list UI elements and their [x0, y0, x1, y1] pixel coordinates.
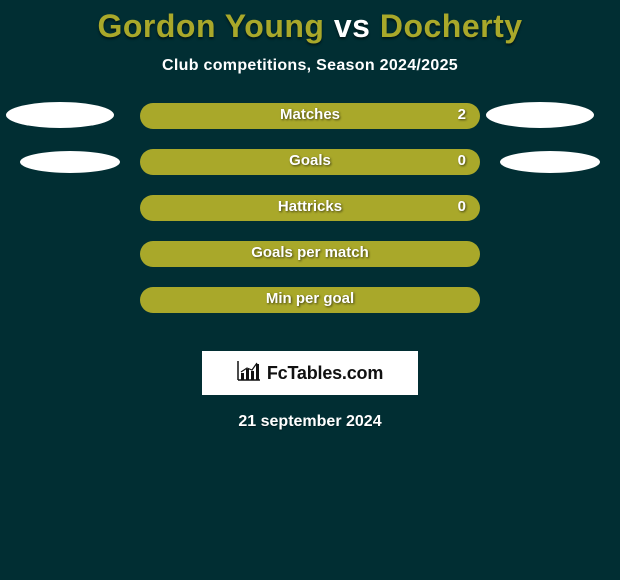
stat-rows: Matches2Goals0Hattricks0Goals per matchM…	[0, 103, 620, 333]
stat-bar: Goals0	[140, 149, 480, 175]
stat-row: Matches2	[0, 103, 620, 149]
stat-value: 0	[458, 198, 466, 215]
stat-value: 2	[458, 106, 466, 123]
stat-bar: Goals per match	[140, 241, 480, 267]
stat-row: Min per goal	[0, 287, 620, 333]
stat-row: Goals0	[0, 149, 620, 195]
player1-value-shape	[20, 151, 120, 173]
player1-name: Gordon Young	[97, 8, 324, 44]
stat-label: Min per goal	[140, 290, 480, 307]
stat-row: Goals per match	[0, 241, 620, 287]
stat-row: Hattricks0	[0, 195, 620, 241]
comparison-title: Gordon Young vs Docherty	[0, 0, 620, 45]
stat-value: 0	[458, 152, 466, 169]
barchart-icon	[237, 361, 261, 386]
source-logo: FcTables.com	[202, 351, 418, 395]
vs-separator: vs	[334, 8, 371, 44]
stat-label: Goals	[140, 152, 480, 169]
stat-bar: Hattricks0	[140, 195, 480, 221]
player2-value-shape	[500, 151, 600, 173]
stat-label: Matches	[140, 106, 480, 123]
subtitle: Club competitions, Season 2024/2025	[0, 57, 620, 75]
stat-bar: Min per goal	[140, 287, 480, 313]
logo-text: FcTables.com	[267, 363, 383, 384]
stat-label: Goals per match	[140, 244, 480, 261]
player2-value-shape	[486, 102, 594, 128]
snapshot-date: 21 september 2024	[0, 413, 620, 431]
stat-label: Hattricks	[140, 198, 480, 215]
player1-value-shape	[6, 102, 114, 128]
stat-bar: Matches2	[140, 103, 480, 129]
player2-name: Docherty	[380, 8, 523, 44]
